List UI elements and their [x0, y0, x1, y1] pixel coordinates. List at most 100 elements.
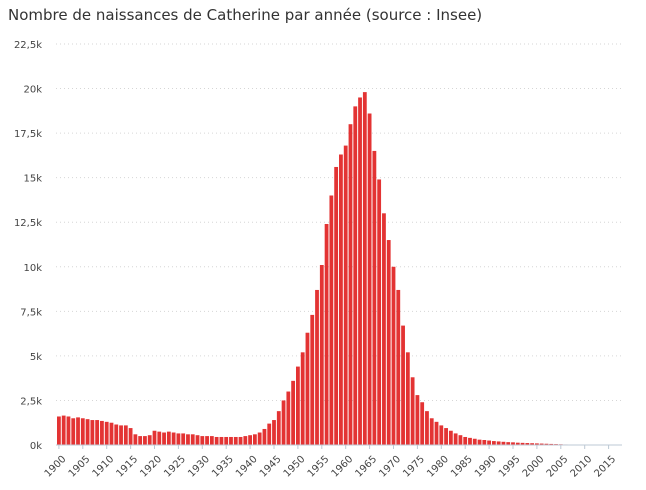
bar — [334, 166, 339, 445]
bar — [463, 436, 468, 445]
x-tick-label: 2015 — [592, 454, 618, 480]
x-tick-label: 1990 — [473, 454, 499, 480]
bar — [186, 434, 190, 445]
bar — [224, 436, 229, 445]
bar — [539, 443, 544, 445]
bar — [181, 433, 186, 445]
x-tick-label: 2010 — [569, 454, 595, 480]
bar — [119, 425, 123, 445]
bar — [214, 436, 219, 445]
x-tick-label: 1985 — [449, 454, 475, 480]
bar — [123, 425, 128, 445]
x-tick-label: 1980 — [425, 454, 451, 480]
bar — [310, 314, 315, 445]
bar — [315, 289, 319, 445]
bar — [439, 425, 444, 445]
bar — [200, 436, 205, 445]
bar — [415, 395, 420, 445]
bar — [252, 434, 257, 445]
bar — [458, 435, 463, 445]
bar — [482, 440, 487, 445]
bar — [209, 436, 214, 445]
y-tick-label: 12,5k — [14, 218, 42, 229]
bar — [152, 430, 157, 445]
bar — [448, 430, 453, 445]
bar — [434, 421, 439, 445]
bar — [286, 391, 291, 445]
bar — [444, 428, 448, 445]
bar — [501, 441, 506, 445]
bar — [530, 443, 535, 445]
y-tick-label: 20k — [23, 85, 42, 96]
bar — [477, 439, 482, 445]
x-tick-label: 1940 — [234, 454, 260, 480]
bar — [520, 442, 525, 445]
x-tick-label: 1920 — [138, 454, 164, 480]
bar — [544, 443, 549, 445]
bar — [382, 213, 386, 445]
bar — [319, 265, 324, 445]
bars — [57, 92, 621, 446]
bar — [515, 442, 520, 445]
bar — [138, 436, 143, 445]
bar — [429, 418, 434, 445]
y-tick-label: 17,5k — [14, 129, 42, 140]
bar — [472, 438, 477, 445]
bar — [171, 432, 176, 445]
y-tick-label: 2,5k — [20, 396, 42, 407]
x-tick-label: 1975 — [401, 454, 427, 480]
bar — [343, 145, 348, 445]
bar — [133, 434, 138, 445]
bar — [391, 266, 396, 445]
bar — [85, 419, 90, 445]
bar — [491, 441, 496, 445]
bar — [386, 240, 391, 445]
bar — [487, 440, 491, 445]
x-tick-label: 1925 — [162, 454, 188, 480]
gridlines — [56, 43, 622, 401]
bar — [205, 436, 209, 445]
bar — [353, 106, 358, 445]
bar — [257, 432, 262, 445]
bar — [425, 411, 429, 445]
bar — [372, 150, 377, 445]
bar — [549, 443, 554, 445]
bar — [272, 420, 276, 445]
bar — [367, 113, 372, 445]
bar — [296, 366, 300, 445]
x-tick-label: 1950 — [282, 454, 308, 480]
bar — [90, 420, 95, 445]
bar — [233, 436, 238, 445]
bar — [162, 432, 166, 445]
x-tick-label: 1930 — [186, 454, 212, 480]
y-tick-label: 5k — [30, 352, 42, 363]
y-tick-label: 0k — [30, 441, 42, 452]
bar — [329, 195, 334, 445]
bar — [396, 289, 401, 445]
bar — [348, 124, 353, 445]
bar — [410, 377, 415, 445]
bar — [190, 434, 195, 445]
bar — [405, 352, 410, 445]
x-tick-label: 2005 — [545, 454, 571, 480]
x-tick-label: 1955 — [306, 454, 332, 480]
x-tick-label: 1960 — [330, 454, 356, 480]
bar — [143, 436, 147, 445]
bar — [291, 380, 296, 445]
bar — [114, 424, 119, 445]
bar — [147, 435, 152, 445]
bar — [525, 443, 530, 445]
bar — [238, 436, 243, 445]
bar — [453, 433, 458, 445]
y-tick-label: 10k — [23, 263, 42, 274]
bar — [61, 415, 66, 445]
bar — [535, 443, 539, 445]
bar — [66, 416, 71, 445]
x-tick-label: 1905 — [67, 454, 93, 480]
x-tick-label: 1995 — [497, 454, 523, 480]
x-tick-label: 1970 — [377, 454, 403, 480]
bar — [219, 436, 224, 445]
bar — [358, 97, 362, 445]
bar — [243, 436, 248, 445]
